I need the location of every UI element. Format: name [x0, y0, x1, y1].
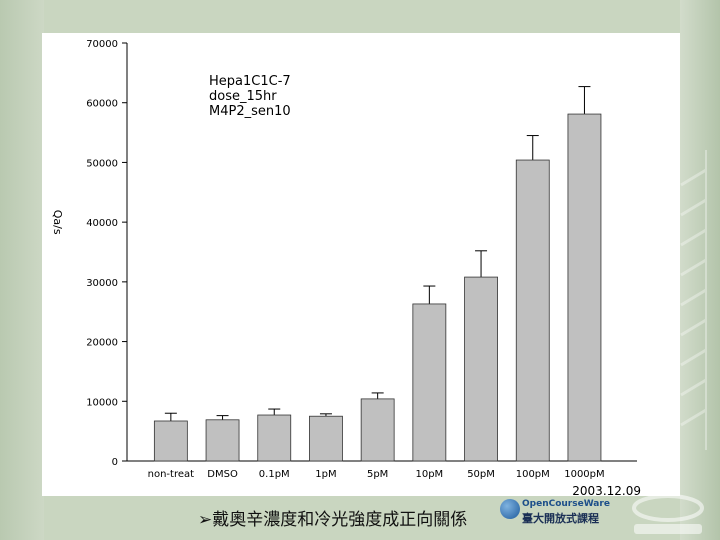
chart-panel: 0 10000 20000 30000 40000 50000 60000 70000 Qa/s…	[42, 33, 680, 496]
y-tick-label: 30000	[86, 278, 118, 289]
background-right-band	[680, 0, 720, 540]
watermark-icon	[632, 494, 704, 534]
y-axis-label: Qa/s	[51, 210, 64, 235]
y-tick-label: 0	[112, 457, 118, 468]
fern-leaf-icon	[680, 150, 707, 450]
globe-icon	[500, 499, 520, 519]
bar-non-treat	[153, 420, 188, 462]
slide-caption: ➢戴奧辛濃度和冷光強度成正向關係	[198, 510, 468, 530]
y-tick-label: 40000	[86, 218, 118, 229]
y-tick-label: 50000	[86, 158, 118, 169]
y-tick-label: 10000	[86, 397, 118, 408]
chart-annotation-line: Hepa1C1C-7	[209, 74, 291, 89]
y-tick-label: 70000	[86, 39, 118, 50]
chart-date: 2003.12.09	[572, 484, 641, 496]
bar-5pM	[360, 398, 395, 462]
logo-line1: OpenCourseWare	[522, 499, 610, 509]
x-tick-label: 0.1pM	[259, 469, 290, 480]
bar-1pM	[309, 415, 343, 462]
bar-1000pM	[567, 113, 602, 462]
x-tick-label: 50pM	[467, 469, 495, 480]
x-tick-label: 5pM	[367, 469, 388, 480]
x-tick-label: 1pM	[315, 469, 336, 480]
x-tick-label: 1000pM	[564, 469, 604, 480]
bar-0.1pM	[257, 414, 292, 462]
bar-DMSO	[205, 419, 240, 462]
bar-50pM	[464, 276, 498, 462]
chart-annotation-line: dose_15hr	[209, 89, 277, 104]
logo-line2: 臺大開放式課程	[522, 512, 599, 525]
bar-100pM	[515, 159, 550, 462]
y-tick-label: 60000	[86, 99, 118, 110]
x-tick-label: DMSO	[207, 469, 238, 480]
y-tick-label: 20000	[86, 338, 118, 349]
x-tick-label: non-treat	[148, 469, 194, 480]
background-left-band	[0, 0, 44, 540]
x-tick-label: 100pM	[516, 469, 550, 480]
chart-annotation-line: M4P2_sen10	[209, 104, 291, 119]
opencourseware-logo[interactable]: OpenCourseWare 臺大開放式課程	[500, 497, 620, 533]
x-tick-label: 10pM	[415, 469, 443, 480]
bar-chart: 0 10000 20000 30000 40000 50000 60000 70000 Qa/s…	[51, 39, 641, 496]
bar-10pM	[412, 303, 447, 462]
